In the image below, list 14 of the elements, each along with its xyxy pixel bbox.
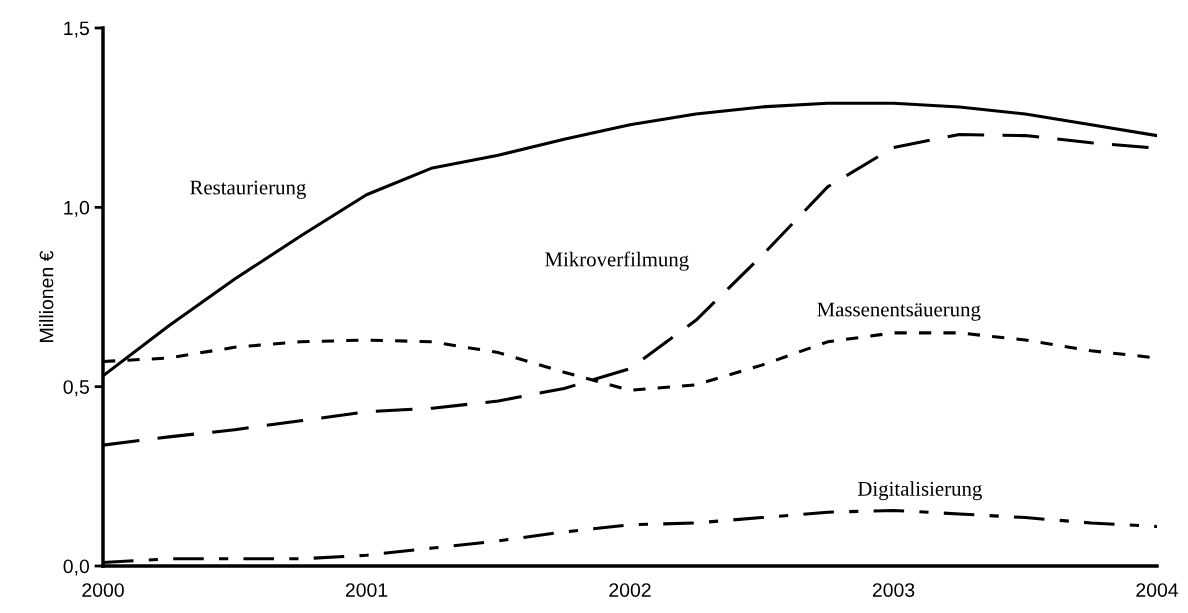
x-tick-label: 2002 (609, 583, 651, 597)
y-tick-label: 0,0 (63, 559, 90, 576)
x-tick-label: 2000 (82, 583, 124, 597)
y-tick-label: 1,5 (64, 21, 89, 38)
series-label: Mikroverfilmung (545, 251, 689, 271)
y-axis-title: Millionen € (39, 250, 54, 342)
series-label: Massenentsäuerung (817, 302, 981, 321)
y-tick-label: 0,5 (63, 380, 89, 397)
x-tick-label: 2003 (872, 583, 915, 597)
series-label: Digitalisierung (857, 481, 982, 501)
series-label: Restaurierung (190, 180, 306, 199)
x-tick-label: 2004 (1136, 583, 1179, 597)
x-tick-label: 2001 (345, 583, 388, 597)
y-tick-label: 1,0 (64, 200, 90, 217)
